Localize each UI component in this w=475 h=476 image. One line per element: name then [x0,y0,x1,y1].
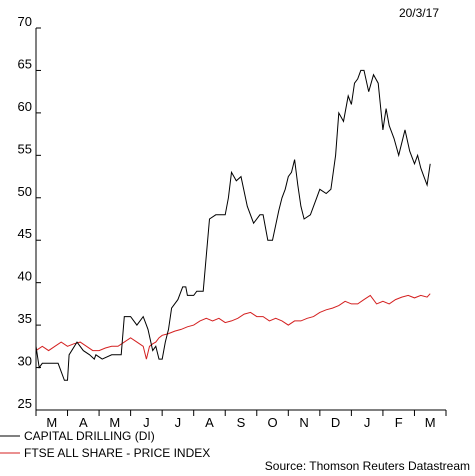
x-tick-label: A [79,415,88,430]
legend-label-capital-drilling: CAPITAL DRILLING (DI) [24,429,155,443]
y-tick-label: 50 [18,184,32,199]
series-layer [35,69,431,381]
y-tick-label: 60 [18,99,32,114]
x-tick-label: S [237,415,246,430]
legend-label-ftse: FTSE ALL SHARE - PRICE INDEX [24,446,210,460]
x-tick-label: J [143,415,150,430]
y-axis: 25 30 35 40 45 50 55 60 65 70 [18,14,41,411]
y-tick-label: 25 [18,396,32,411]
x-tick-label: J [175,415,182,430]
series-line-ftse-all-share [35,293,431,360]
x-tick-label: M [425,415,436,430]
x-tick-label: J [364,415,371,430]
y-tick-label: 30 [18,354,32,369]
y-tick-label: 45 [18,226,32,241]
chart-source: Source: Thomson Reuters Datastream [265,459,470,473]
x-tick-label: M [109,415,120,430]
y-tick-label: 40 [18,269,32,284]
x-tick-label: M [46,415,57,430]
x-tick-label: F [395,415,403,430]
legend: CAPITAL DRILLING (DI) FTSE ALL SHARE - P… [0,429,210,460]
y-tick-label: 55 [18,141,32,156]
series-line-capital-drilling [35,69,431,381]
y-tick-label: 35 [18,311,32,326]
x-tick-label: D [331,415,340,430]
y-tick-label: 70 [18,14,32,29]
x-tick-label: N [299,415,308,430]
y-tick-label: 65 [18,56,32,71]
x-tick-label: A [205,415,214,430]
chart-date-label: 20/3/17 [399,6,439,20]
x-tick-label: O [267,415,277,430]
